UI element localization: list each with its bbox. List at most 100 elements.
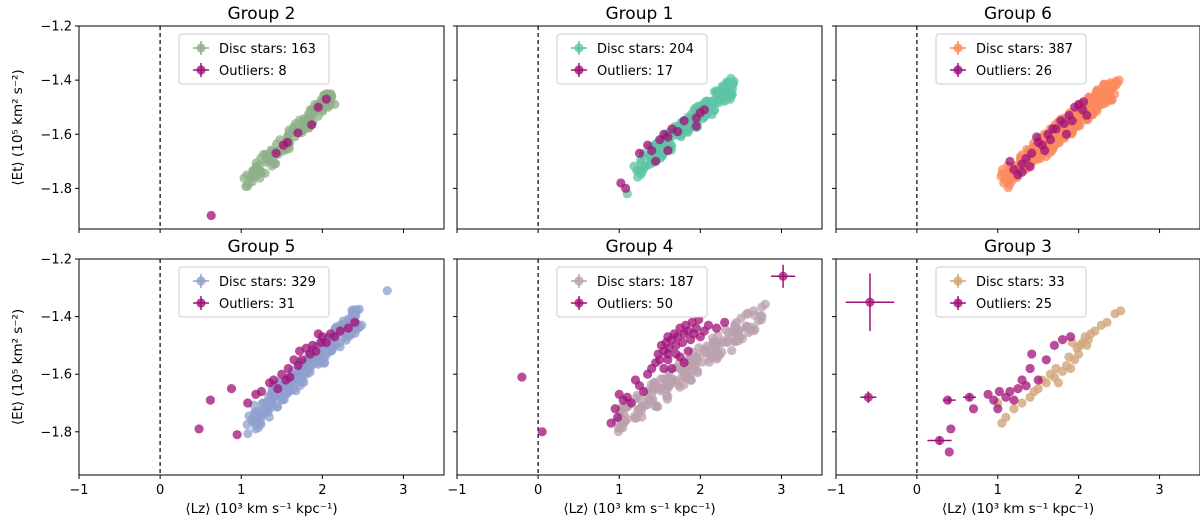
x-tick-label: −1: [69, 483, 88, 498]
plot-area: [537, 26, 739, 229]
disc-star-point: [297, 377, 307, 387]
outlier-point: [610, 404, 620, 414]
disc-star-point: [1092, 106, 1102, 116]
chart-panel-3: Group 6 Disc stars: 387 Outliers: 26: [832, 4, 1200, 233]
legend-outlier-swatch: [193, 63, 209, 77]
x-tick-label: 0: [913, 483, 921, 498]
outlier-point: [271, 148, 281, 158]
outlier-point: [606, 418, 616, 428]
y-tick-label: −1.6: [40, 128, 72, 143]
outlier-point: [677, 337, 688, 348]
disc-star-point: [243, 428, 253, 439]
legend-box: [556, 33, 708, 85]
outlier-point: [943, 395, 953, 405]
outlier-point: [1025, 162, 1035, 172]
outlier-point: [1078, 105, 1088, 115]
legend-disc-label: Disc stars: 163: [219, 42, 316, 57]
disc-star-point: [637, 167, 647, 177]
disc-star-point: [727, 345, 737, 356]
disc-star-point: [1025, 392, 1035, 402]
legend-outlier-swatch: [950, 296, 966, 310]
y-axis-label: ⟨Et⟩ (10⁵ km² s⁻²): [10, 69, 26, 185]
disc-star-point: [684, 374, 695, 384]
outlier-point: [1027, 148, 1037, 158]
outlier-point: [671, 349, 681, 359]
disc-star-point: [757, 302, 767, 312]
outlier-point: [1009, 395, 1019, 405]
legend-outlier-swatch: [571, 63, 587, 77]
disc-star-point: [673, 380, 683, 390]
legend-box: [178, 266, 330, 318]
legend-disc-swatch: [950, 274, 966, 288]
outlier-point: [1078, 97, 1089, 107]
disc-star-point: [255, 166, 265, 176]
outlier-point: [655, 355, 665, 365]
outlier-point: [613, 412, 623, 422]
outlier-point: [194, 424, 204, 434]
x-tick-label: 3: [399, 483, 407, 498]
chart-panel-6: Group 3 −1 0 1 2 3 ⟨Lz⟩ (10³ km s⁻¹ kpc⁻¹) Disc…: [826, 237, 1200, 517]
axes-frame: [456, 258, 823, 476]
legend-disc-label: Disc stars: 387: [976, 42, 1073, 57]
legend-outlier-swatch: [950, 63, 966, 77]
legend-disc-swatch: [950, 41, 966, 55]
x-tick-label: −1: [826, 483, 845, 498]
outlier-point: [1065, 332, 1076, 342]
disc-star-point: [1103, 94, 1113, 104]
x-tick-label: 3: [1155, 483, 1163, 498]
legend-disc-label: Disc stars: 33: [976, 275, 1065, 290]
legend-marker: [196, 276, 206, 286]
legend: Disc stars: 387 Outliers: 26: [935, 33, 1087, 85]
outlier-point: [1013, 384, 1023, 394]
outlier-point: [647, 145, 657, 156]
disc-star-point: [730, 336, 741, 346]
outlier-point: [1045, 135, 1055, 145]
outlier-point: [517, 372, 527, 382]
disc-star-point: [713, 330, 723, 341]
disc-star-point: [242, 419, 252, 430]
y-tick-label: −1.2: [40, 253, 72, 268]
y-axis-label: ⟨Et⟩ (10⁵ km² s⁻²): [10, 309, 26, 425]
disc-star-point: [249, 417, 259, 427]
legend: Disc stars: 163 Outliers: 8: [178, 33, 330, 85]
x-tick-label: −1: [447, 483, 466, 498]
disc-star-point: [741, 309, 751, 320]
legend-box: [935, 266, 1087, 318]
x-axis-label: ⟨Lz⟩ (10³ km s⁻¹ kpc⁻¹): [942, 501, 1094, 517]
disc-star-point: [718, 92, 729, 102]
outlier-point: [673, 126, 683, 137]
legend-marker: [953, 43, 963, 53]
disc-star-point: [1105, 78, 1115, 88]
legend: Disc stars: 187 Outliers: 50: [556, 266, 708, 318]
outlier-point: [256, 386, 267, 397]
disc-star-point: [1090, 326, 1100, 336]
outlier-point: [313, 102, 323, 112]
legend-box: [935, 33, 1087, 85]
outlier-point: [699, 105, 709, 115]
legend-disc-label: Disc stars: 329: [219, 275, 316, 290]
outlier-point: [863, 392, 873, 402]
outlier-point: [651, 156, 661, 166]
disc-star-point: [1083, 335, 1093, 345]
disc-star-point: [1051, 363, 1061, 374]
legend-outlier-swatch: [193, 296, 209, 310]
disc-star-point: [652, 402, 662, 412]
outlier-point: [307, 120, 317, 130]
x-tick-label: 1: [237, 483, 245, 498]
outlier-point: [335, 326, 345, 336]
x-tick-label: 2: [318, 483, 326, 498]
outlier-point: [1059, 118, 1069, 129]
disc-star-point: [1064, 352, 1074, 362]
outlier-point: [994, 386, 1004, 397]
legend-disc-label: Disc stars: 204: [597, 42, 694, 57]
legend-marker: [574, 298, 584, 308]
disc-star-point: [319, 354, 329, 364]
axes-frame: [835, 258, 1200, 476]
plot-area: [159, 259, 392, 475]
legend-marker: [953, 276, 963, 286]
disc-star-point: [307, 359, 317, 369]
outlier-point: [679, 358, 689, 368]
legend-outlier-swatch: [571, 296, 587, 310]
outlier-point: [1021, 381, 1031, 391]
